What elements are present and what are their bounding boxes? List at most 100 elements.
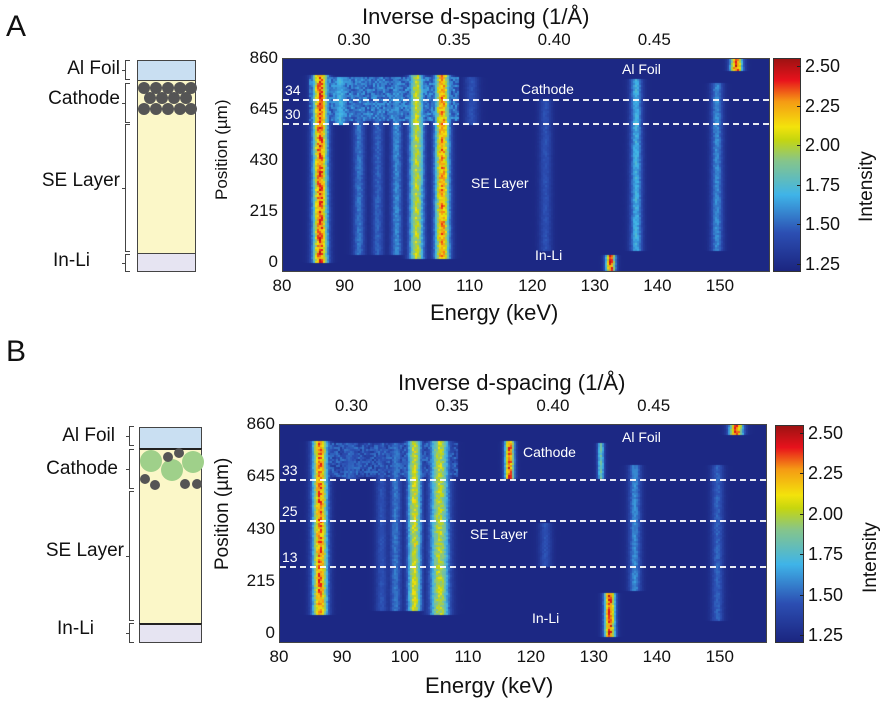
y-axis-title-b: Position (µm): [212, 457, 233, 570]
brace-al-foil: [122, 60, 130, 80]
top-tick-label: 0.30: [337, 30, 371, 49]
top-tick-label: 0.45: [637, 30, 671, 49]
region-label-cathode-a: Cathode: [521, 81, 574, 97]
brace-al-foil-b: [126, 426, 134, 446]
x-tick-label: 110: [456, 276, 484, 295]
colorbar-tick-mark: [800, 473, 804, 475]
x-axis-title-b: Energy (keV): [425, 673, 554, 698]
top-tick-label: 0.35: [437, 30, 471, 49]
colorbar-tick-label: 1.50: [805, 214, 841, 235]
colorbar-tick-label: 2.50: [808, 423, 844, 444]
y-tick-label: 215: [249, 201, 278, 221]
colorbar-tick-label: 1.25: [808, 624, 844, 645]
brace-cathode: [122, 83, 130, 123]
schematic-label-se-layer-b: SE Layer: [45, 540, 124, 561]
y-tick-label: 0: [265, 623, 275, 643]
cathode-particles-b: [140, 448, 204, 490]
colorbar-tick-mark: [800, 513, 804, 515]
schematic-label-cathode: Cathode: [48, 88, 120, 109]
colorbar-tick-mark: [800, 634, 804, 636]
colorbar-title-b: Intensity: [860, 522, 881, 593]
top-axis-title-b: Inverse d-spacing (1/Å): [398, 370, 626, 395]
colorbar-tick-label: 1.50: [808, 584, 844, 605]
x-tick-label: 80: [269, 647, 289, 666]
colorbar-tick-mark: [797, 65, 801, 67]
dashed-line-b-13: [280, 566, 766, 569]
colorbar-tick-mark: [800, 433, 804, 435]
x-tick-label: 120: [518, 276, 547, 295]
x-tick-label: 80: [272, 276, 292, 295]
colorbar-tick-mark: [797, 145, 801, 147]
colorbar-tick-mark: [800, 554, 804, 556]
x-tick-label: 90: [335, 276, 355, 295]
schematic-label-al-foil: Al Foil: [67, 58, 120, 79]
colorbar-tick-label: 2.00: [805, 135, 841, 156]
dashed-label-b-33: 33: [282, 461, 298, 478]
dashed-label-a-34: 34: [285, 82, 301, 99]
dashed-line-a-34: [283, 99, 769, 102]
region-label-al-foil-b: Al Foil: [622, 429, 661, 445]
x-tick-label: 150: [705, 647, 734, 666]
x-tick-label: 110: [454, 647, 482, 666]
cathode-particles-a: [138, 82, 197, 115]
panel-letter-b: B: [6, 335, 27, 368]
brace-se-layer-b: [126, 491, 134, 621]
region-label-se-layer-b: SE Layer: [470, 526, 528, 542]
brace-in-li: [122, 254, 130, 272]
colorbar-tick-label: 1.75: [808, 544, 844, 565]
schematic-label-al-foil-b: Al Foil: [62, 425, 115, 446]
colorbar-tick-label: 2.50: [805, 55, 841, 76]
region-label-cathode-b: Cathode: [523, 444, 576, 460]
colorbar-tick-mark: [797, 264, 801, 266]
top-axis-title-a: Inverse d-spacing (1/Å): [362, 4, 590, 29]
colorbar-tick-mark: [800, 594, 804, 596]
x-tick-label: 130: [579, 647, 609, 666]
region-label-al-foil-a: Al Foil: [622, 61, 661, 77]
schematic-label-se-layer: SE Layer: [41, 170, 120, 191]
y-tick-label: 645: [246, 466, 275, 486]
top-tick-label: 0.35: [435, 396, 469, 415]
brace-in-li-b: [126, 623, 134, 643]
colorbar-tick-label: 1.25: [805, 254, 841, 275]
x-tick-label: 90: [332, 647, 352, 666]
x-tick-label: 140: [642, 647, 671, 666]
layer-in-li-b: [139, 623, 202, 643]
colorbar-tick-mark: [797, 224, 801, 226]
region-label-in-li-b: In-Li: [532, 610, 560, 626]
colorbar-tick-label: 2.25: [808, 463, 844, 484]
y-tick-label: 430: [246, 518, 275, 538]
layer-in-li: [137, 253, 196, 272]
panel-letter-a: A: [6, 10, 27, 43]
heatmap-b: 33 25 13 Cathode SE Layer In-Li Al Foil: [279, 424, 767, 643]
x-tick-label: 120: [516, 647, 546, 666]
y-tick-label: 645: [249, 99, 278, 119]
layer-al-foil: [137, 60, 196, 81]
dashed-label-a-30: 30: [285, 106, 301, 123]
schematic-label-in-li: In-Li: [53, 250, 90, 271]
x-axis-title-a: Energy (keV): [430, 300, 559, 325]
colorbar-b: [775, 425, 804, 643]
x-tick-label: 100: [392, 276, 422, 295]
y-tick-label: 430: [249, 150, 278, 170]
x-tick-label: 100: [390, 647, 420, 666]
top-tick-label: 0.40: [536, 396, 570, 415]
colorbar-tick-mark: [797, 105, 801, 107]
colorbar-tick-label: 1.75: [805, 174, 841, 195]
colorbar-a: [773, 58, 801, 272]
colorbar-title-a: Intensity: [856, 151, 877, 222]
x-tick-label: 130: [580, 276, 609, 295]
colorbar-tick-label: 2.25: [805, 95, 841, 116]
dashed-line-a-30: [283, 123, 769, 126]
colorbar-tick-mark: [797, 184, 801, 186]
dashed-label-b-13: 13: [282, 549, 298, 566]
region-label-se-layer-a: SE Layer: [471, 175, 529, 191]
top-tick-label: 0.40: [537, 30, 571, 49]
dashed-line-b-33: [280, 478, 766, 481]
top-tick-label: 0.30: [334, 396, 368, 415]
y-tick-label: 860: [246, 414, 275, 433]
colorbar-tick-label: 2.00: [808, 503, 844, 524]
x-tick-label: 150: [705, 276, 735, 295]
y-tick-label: 215: [246, 570, 275, 590]
y-tick-label: 860: [249, 48, 278, 67]
top-tick-label: 0.45: [637, 396, 671, 415]
